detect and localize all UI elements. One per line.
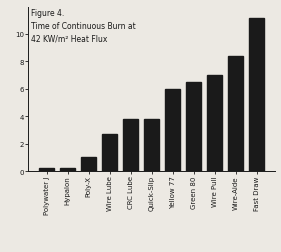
Bar [123,119,138,171]
Bar [39,169,54,171]
Text: Figure 4.
Time of Continuous Burn at
42 KW/m² Heat Flux: Figure 4. Time of Continuous Burn at 42 … [31,9,135,43]
Bar [102,135,117,171]
Bar [166,89,180,171]
Bar [144,119,159,171]
Bar [207,76,222,171]
Bar [60,169,75,171]
Bar [250,18,264,171]
Bar [228,57,243,171]
Bar [81,158,96,171]
Bar [186,83,201,171]
